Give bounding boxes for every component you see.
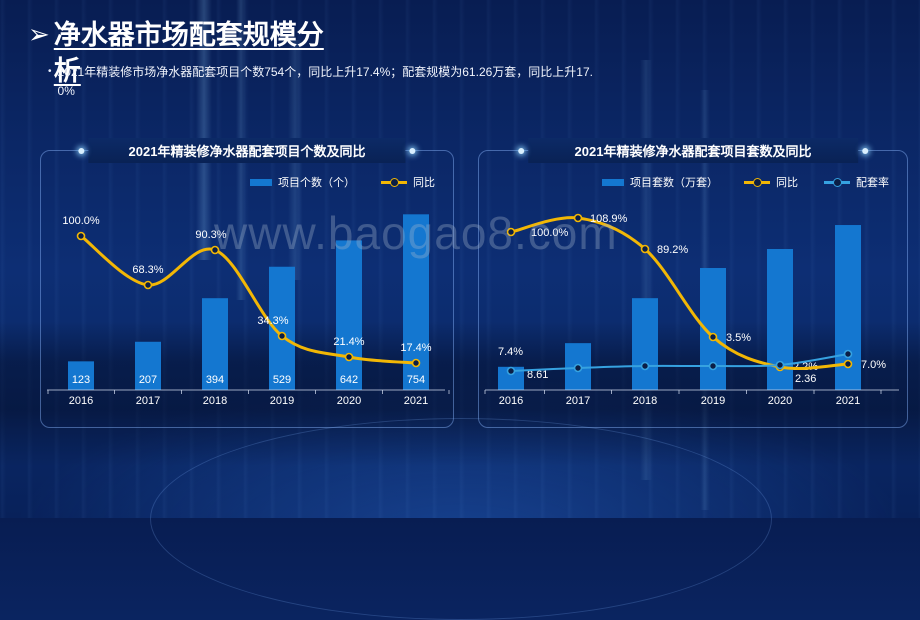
legend-item: 配套率 — [824, 174, 889, 190]
glow-dot-icon — [861, 147, 868, 154]
summary-text: 2021年精装修市场净水器配套项目个数754个，同比上升17.4%；配套规模为6… — [57, 65, 593, 98]
line-value-label: 3.5% — [726, 332, 751, 344]
chart-svg-1: 8.61 2.362.2%2016 2017 2018 2019 2020 2021100.… — [484, 213, 899, 407]
data-point — [843, 359, 853, 369]
bar-value-label: 529 — [273, 374, 291, 386]
data-point — [143, 280, 153, 290]
category-label: 2018 — [633, 395, 657, 407]
bar-value-label: 754 — [407, 374, 425, 386]
legend-item: 同比 — [381, 174, 435, 190]
line-value-label: 100.0% — [62, 215, 100, 227]
chart-title-left: 2021年精装修净水器配套项目个数及同比 — [128, 144, 366, 159]
bar-2018 — [632, 298, 658, 390]
data-point — [573, 363, 583, 373]
data-point — [411, 358, 421, 368]
line-series — [79, 234, 418, 365]
line-value-label: 7.0% — [861, 359, 886, 371]
legend-left: 项目个数（个） 同比 — [41, 151, 453, 189]
legend-label: 配套率 — [856, 177, 889, 189]
category-label: 2020 — [768, 395, 792, 407]
category-label: 2016 — [499, 395, 523, 407]
background-ellipse-ring — [150, 418, 772, 620]
glow-dot-icon — [78, 147, 85, 154]
chart-header-right: 2021年精装修净水器配套项目套数及同比 — [518, 138, 868, 163]
bar-2017 — [135, 341, 161, 390]
bar-2020 — [336, 240, 362, 390]
legend-label: 同比 — [413, 177, 435, 189]
category-label: 2021 — [836, 395, 860, 407]
legend-right: 项目套数（万套） 同比 配套率 — [479, 151, 907, 189]
data-point — [640, 361, 650, 371]
line-value-label: 21.4% — [333, 336, 364, 348]
chart-panel-project-volume: 2021年精装修净水器配套项目套数及同比 项目套数（万套） 同比 配套率 8.61 2… — [478, 138, 908, 428]
legend-bar-swatch-icon — [250, 178, 272, 186]
line-value-label: 68.3% — [132, 264, 163, 276]
legend-label: 项目个数（个） — [278, 177, 355, 189]
line-value-label: 89.2% — [657, 244, 688, 256]
bar-value-label: 394 — [206, 374, 224, 386]
category-label: 2020 — [337, 395, 361, 407]
line-value-label: 108.9% — [590, 213, 628, 225]
glow-dot-icon — [409, 147, 416, 154]
data-point — [277, 331, 287, 341]
chart-title-right: 2021年精装修净水器配套项目套数及同比 — [574, 144, 812, 159]
glow-dot-icon — [518, 147, 525, 154]
category-label: 2019 — [270, 395, 294, 407]
chart-svg-0: 123 207 394 529 642 754 2016 2017 2018 2019 2020 20… — [47, 214, 450, 407]
bar-value-label: 207 — [139, 374, 157, 386]
data-point — [708, 361, 718, 371]
bar-2016 — [498, 366, 524, 390]
line-series — [509, 216, 850, 370]
bar-value-label: 8.61 — [527, 369, 548, 381]
category-label: 2021 — [404, 395, 428, 407]
legend-label: 项目套数（万套） — [630, 177, 718, 189]
legend-item: 同比 — [744, 174, 798, 190]
data-point — [506, 227, 516, 237]
data-point — [843, 349, 853, 359]
category-label: 2016 — [69, 395, 93, 407]
line-value-label: 34.3% — [257, 315, 288, 327]
line-value-label: 7.4% — [498, 346, 523, 358]
chart-panel-project-count: 2021年精装修净水器配套项目个数及同比 项目个数（个） 同比 123 207 394… — [40, 138, 454, 428]
line-series — [510, 353, 849, 372]
legend-label: 同比 — [776, 177, 798, 189]
bar-value-label: 123 — [72, 374, 90, 386]
category-label: 2017 — [566, 395, 590, 407]
legend-line-swatch-icon — [744, 177, 770, 187]
arrow-bullet-icon: ➢ — [28, 19, 50, 49]
bar-value-label: 642 — [340, 374, 358, 386]
legend-marker-icon — [752, 177, 762, 187]
data-point — [708, 332, 718, 342]
bar-2016 — [68, 361, 94, 390]
data-point — [775, 360, 785, 370]
data-point — [573, 213, 583, 223]
legend-line-swatch-icon — [824, 177, 850, 187]
legend-line-swatch-icon — [381, 177, 407, 187]
legend-bar-swatch-icon — [602, 178, 624, 186]
data-point — [506, 366, 516, 376]
chart-header-left: 2021年精装修净水器配套项目个数及同比 — [78, 138, 416, 163]
legend-item: 项目个数（个） — [250, 174, 355, 190]
category-label: 2019 — [701, 395, 725, 407]
bar-value-label: 2.36 — [795, 373, 816, 385]
line-value-label: 17.4% — [400, 342, 431, 354]
data-point — [640, 244, 650, 254]
category-label: 2017 — [136, 395, 160, 407]
legend-marker-icon — [389, 177, 399, 187]
data-point — [76, 231, 86, 241]
line-value-label: 100.0% — [531, 227, 569, 239]
line-value-label: 90.3% — [195, 229, 226, 241]
category-label: 2018 — [203, 395, 227, 407]
legend-item: 项目套数（万套） — [602, 174, 718, 190]
data-point — [344, 352, 354, 362]
legend-marker-icon — [832, 177, 842, 187]
slide-header: ➢ 净水器市场配套规模分析 • 2021年精装修市场净水器配套项目个数754个，… — [28, 18, 610, 100]
bullet-dot-icon: • — [48, 66, 52, 78]
bar-2018 — [202, 298, 228, 390]
data-point — [210, 245, 220, 255]
